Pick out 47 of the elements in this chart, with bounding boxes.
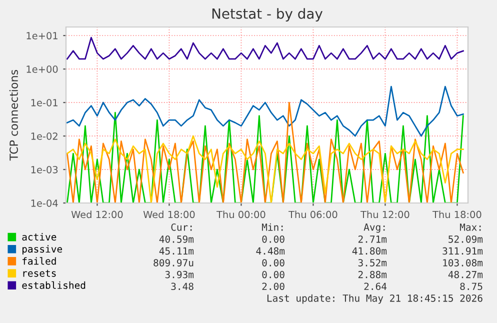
text: 45.11m	[159, 247, 194, 255]
text: 48.27m	[448, 270, 483, 278]
text: 2.71m	[358, 235, 387, 243]
y-tick-label: 1e+01	[26, 32, 58, 40]
x-tick-label: Wed 18:00	[143, 210, 195, 218]
x-tick-label: Thu 00:00	[216, 210, 266, 218]
y-tick-label: 1e+00	[26, 66, 58, 73]
text: Cur:	[171, 223, 192, 231]
y-tick-label: 1e-03	[31, 166, 58, 174]
x-tick-label: Thu 12:00	[360, 210, 410, 218]
text: 3.93m	[165, 270, 194, 278]
x-tick-label: Thu 18:00	[432, 210, 482, 218]
y-axis-title: TCP connections	[9, 70, 18, 161]
text: 52.09m	[448, 235, 483, 243]
x-tick-label: Thu 06:00	[288, 210, 338, 218]
text: 103.08m	[443, 259, 483, 266]
y-tick-label: 1e-02	[31, 132, 58, 140]
line-series	[66, 36, 464, 60]
text: Last update: Thu May 21 18:45:15 2026	[267, 294, 482, 304]
text: Avg:	[364, 224, 385, 233]
text: 3.52m	[358, 259, 387, 266]
legend-label: failed	[22, 257, 56, 265]
y-tick-label: 1e-01	[31, 99, 58, 106]
line-series	[66, 135, 464, 203]
text: 2.88m	[358, 270, 387, 278]
text: 809.97u	[154, 259, 194, 266]
line-series	[66, 86, 464, 137]
text: 8.75	[460, 282, 482, 290]
text: 3.48	[171, 282, 194, 290]
legend-label: active	[22, 233, 56, 241]
text: 0.00	[262, 259, 284, 266]
text: 311.91m	[442, 247, 483, 255]
text: 41.80m	[352, 247, 387, 255]
text: 0.00	[262, 270, 284, 278]
text: Min:	[262, 223, 283, 231]
y-tick-label: 1e-04	[31, 199, 58, 207]
legend-label: established	[22, 281, 86, 289]
text: 0.00	[262, 235, 284, 243]
text: 40.59m	[159, 235, 194, 243]
text: 2.00	[262, 282, 284, 290]
x-tick-label: Wed 12:00	[71, 210, 123, 218]
legend-label: passive	[22, 245, 62, 255]
text: Max:	[460, 224, 481, 231]
text: 4.48m	[256, 247, 285, 255]
text: 2.64	[364, 282, 387, 290]
legend-label: resets	[23, 270, 56, 277]
chart-title: Netstat - by day	[212, 8, 323, 22]
